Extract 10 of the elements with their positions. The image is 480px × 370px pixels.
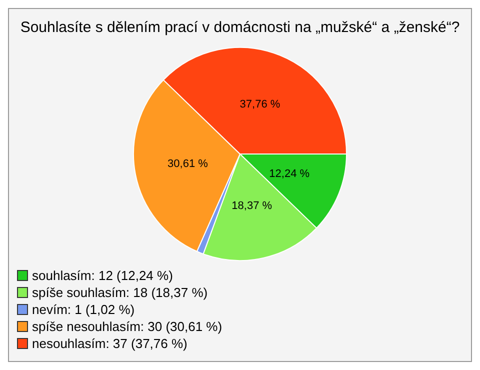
data-label: 12,24 % <box>269 168 310 180</box>
data-label: 37,76 % <box>240 98 280 111</box>
legend-label: spíše nesouhlasím: 30 (30,61 %) <box>32 318 222 335</box>
data-label: 18,37 % <box>232 200 272 212</box>
legend-label: nesouhlasím: 37 (37,76 %) <box>32 335 188 352</box>
legend-label: spíše souhlasím: 18 (18,37 %) <box>32 284 208 301</box>
data-label: 30,61 % <box>168 158 208 170</box>
chart-title: Souhlasíte s dělením prací v domácnosti na „mužské“ a „ženské“? <box>20 19 460 36</box>
legend-label: nevím: 1 (1,02 %) <box>32 301 135 318</box>
legend-label: souhlasím: 12 (12,24 %) <box>32 267 173 284</box>
